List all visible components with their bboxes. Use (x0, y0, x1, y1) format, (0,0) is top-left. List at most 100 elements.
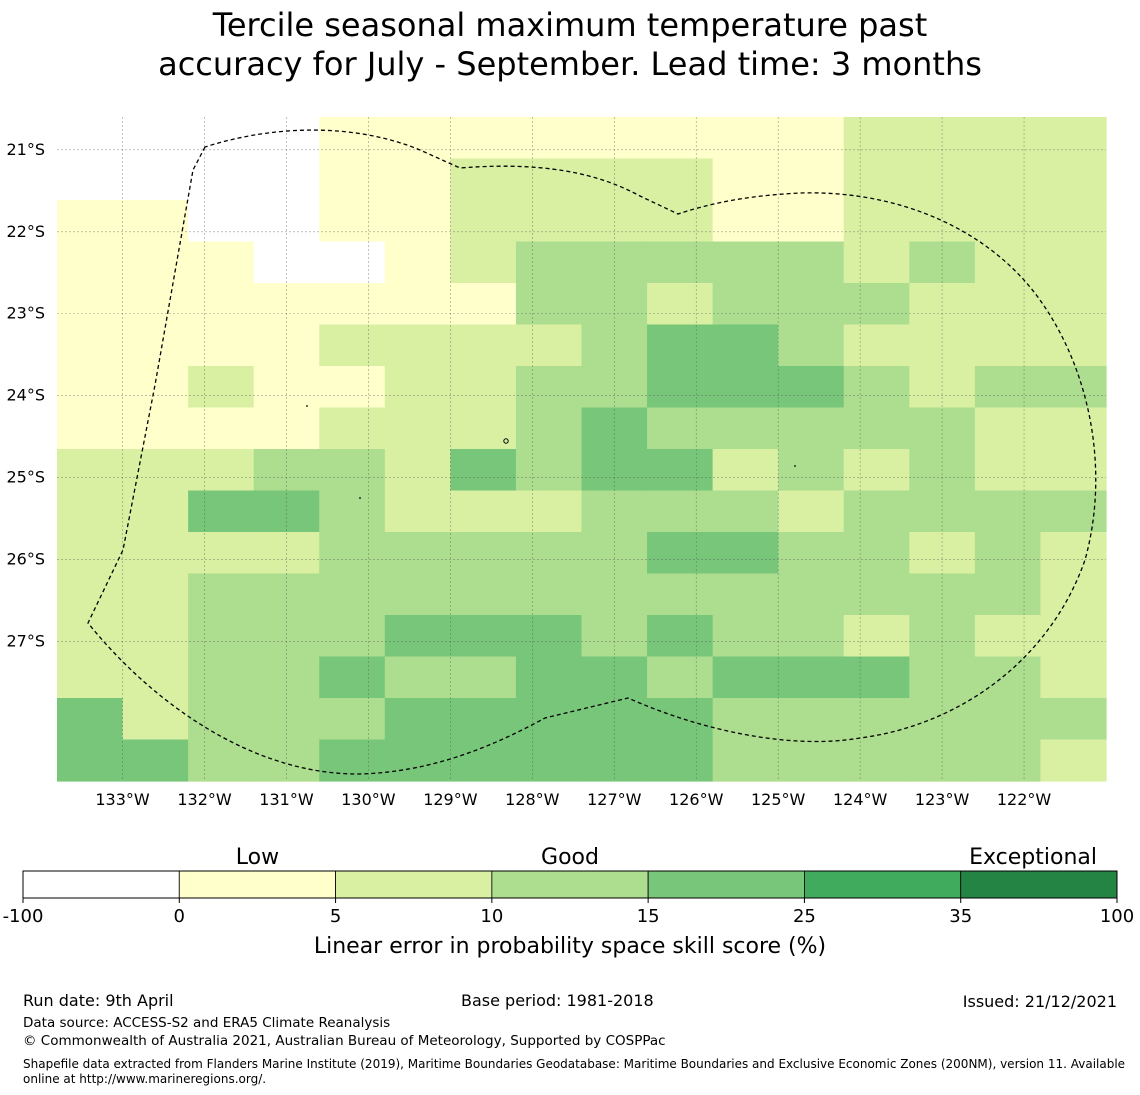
colorbar-swatch (804, 870, 962, 899)
grid-cell (384, 615, 451, 658)
grid-cell (778, 739, 845, 782)
skill-score-grid (57, 117, 1107, 782)
longitude-label: 123°W (915, 790, 970, 809)
longitude-label: 122°W (997, 790, 1052, 809)
grid-cell (253, 739, 320, 782)
grid-cell (778, 241, 845, 284)
grid-cell (384, 324, 451, 367)
grid-cell (188, 241, 255, 284)
grid-cell (319, 656, 386, 699)
colorbar-tick-label: 0 (174, 906, 185, 927)
grid-cell (843, 324, 910, 367)
longitude-tick-labels: 133°W 132°W 131°W 130°W 129°W 128°W 127°W 126°W… (95, 790, 1051, 809)
colorbar-swatch (22, 870, 180, 899)
grid-cell (974, 656, 1042, 699)
grid-cell (1040, 117, 1107, 160)
grid-cell (1040, 324, 1107, 367)
grid-cell (253, 283, 320, 326)
longitude-label: 133°W (95, 790, 150, 809)
grid-cell (843, 407, 910, 450)
grid-cell (450, 449, 517, 492)
grid-cell (1040, 532, 1107, 575)
colorbar-category-label: Low (236, 845, 279, 870)
longitude-label: 132°W (177, 790, 232, 809)
grid-cell (647, 117, 714, 160)
grid-cell (712, 739, 779, 782)
grid-cell (647, 200, 714, 243)
grid-cell (450, 117, 517, 160)
grid-cell (843, 615, 910, 658)
grid-cell (122, 283, 189, 326)
grid-cell (122, 241, 189, 284)
base-period: Base period: 1981-2018 (461, 991, 654, 1010)
latitude-label: 24°S (6, 386, 45, 405)
grid-cell (778, 490, 845, 533)
grid-cell (778, 366, 845, 409)
grid-cell (384, 532, 451, 575)
grid-cell (843, 158, 910, 201)
grid-cell (253, 449, 320, 492)
map-figure: 21°S22°S23°S24°S25°S26°S27°S 133°W 132°W 1… (3, 117, 1135, 959)
grid-cell (1040, 158, 1107, 201)
grid-cell (515, 532, 583, 575)
grid-cell (450, 490, 517, 533)
grid-cell (319, 739, 386, 782)
colorbar-tick-label: 25 (793, 906, 816, 927)
grid-cell (253, 573, 320, 616)
grid-cell (188, 656, 255, 699)
grid-cell (450, 573, 517, 616)
grid-cell (319, 490, 386, 533)
grid-cell (843, 366, 910, 409)
grid-cell (319, 158, 386, 201)
grid-cell (450, 200, 517, 243)
grid-cell (843, 656, 910, 699)
grid-cell (515, 656, 583, 699)
grid-cell (974, 573, 1042, 616)
grid-cell (647, 739, 714, 782)
longitude-label: 130°W (341, 790, 396, 809)
grid-cell (1040, 366, 1107, 409)
colorbar-swatch (960, 870, 1118, 899)
latitude-label: 23°S (6, 304, 45, 323)
grid-cell (1040, 698, 1107, 741)
colorbar: Low Good Exceptional -100 0 5 10 15 25 35 100 Lin… (3, 845, 1135, 959)
grid-cell (188, 573, 255, 616)
grid-cell (647, 698, 714, 741)
grid-cell (515, 698, 583, 741)
grid-cell (515, 407, 583, 450)
copyright: © Commonwealth of Australia 2021, Austra… (23, 1033, 666, 1049)
grid-cell (778, 615, 845, 658)
grid-cell (319, 449, 386, 492)
grid-cell (450, 698, 517, 741)
grid-cell (57, 241, 124, 284)
grid-cell (188, 407, 255, 450)
grid-cell (778, 324, 845, 367)
colorbar-tick-label: 100 (1100, 906, 1134, 927)
grid-cell (843, 698, 910, 741)
grid-cell (122, 324, 189, 367)
grid-cell (384, 283, 451, 326)
grid-cell (647, 490, 714, 533)
grid-cell (253, 158, 320, 201)
grid-cell (712, 615, 779, 658)
grid-cell (1040, 615, 1107, 658)
grid-cell (384, 739, 451, 782)
grid-cell (843, 283, 910, 326)
grid-cell (974, 117, 1042, 160)
grid-cell (122, 698, 189, 741)
grid-cell (515, 366, 583, 409)
grid-cell (188, 449, 255, 492)
colorbar-tick-label: 35 (949, 906, 972, 927)
grid-cell (974, 615, 1042, 658)
grid-cell (384, 573, 451, 616)
grid-cell (974, 324, 1042, 367)
grid-cell (384, 449, 451, 492)
grid-cell (384, 698, 451, 741)
grid-cell (647, 449, 714, 492)
grid-cell (384, 117, 451, 160)
grid-cell (319, 366, 386, 409)
grid-cell (974, 241, 1042, 284)
grid-cell (319, 324, 386, 367)
grid-cell (188, 324, 255, 367)
grid-cell (188, 117, 255, 160)
